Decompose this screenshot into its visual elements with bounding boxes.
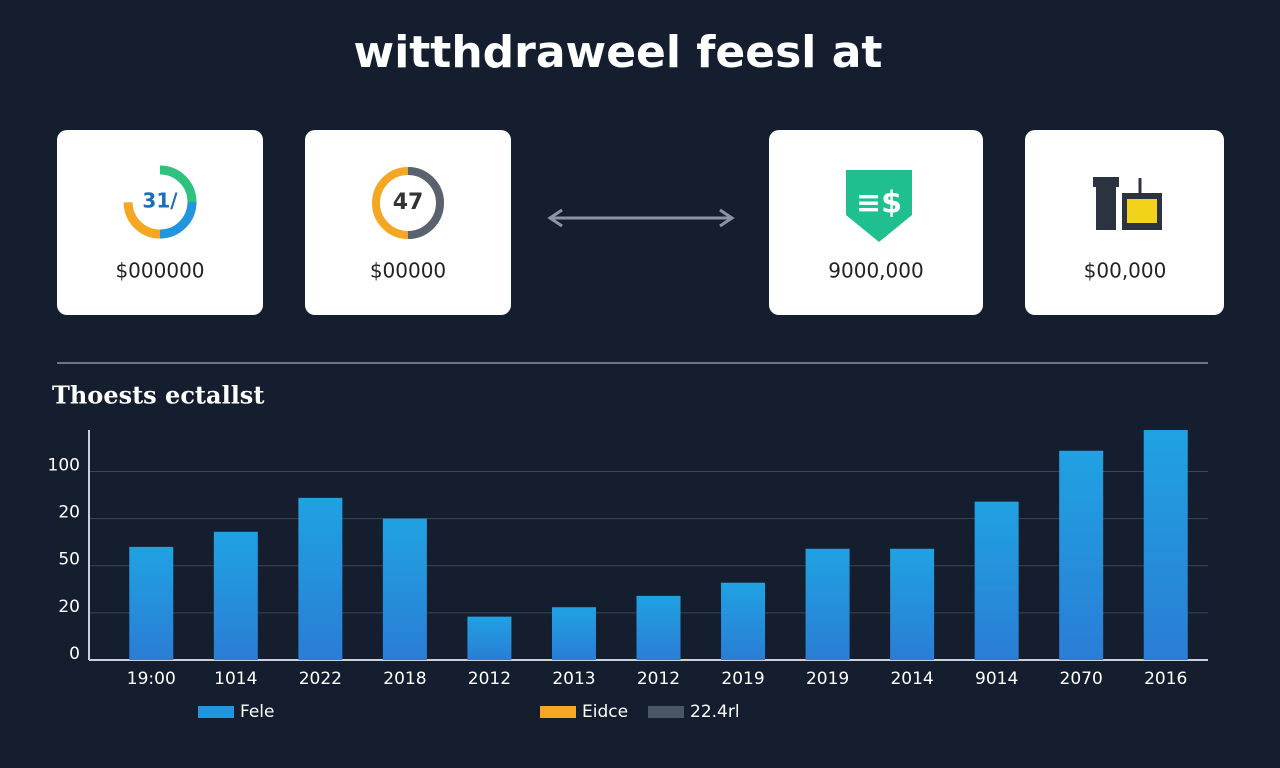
arrow-head <box>547 208 735 228</box>
icon-tower <box>1096 185 1116 230</box>
x-tick-label: 1014 <box>214 669 257 689</box>
legend-label: 22.4rl <box>690 702 740 722</box>
bar <box>129 546 174 660</box>
x-tick-label: 2022 <box>299 669 342 689</box>
page-title: witthdraweel feesl at <box>354 27 883 78</box>
bar <box>974 501 1019 660</box>
card-value: $00,000 <box>1084 259 1167 283</box>
x-tick-label: 2070 <box>1060 669 1103 689</box>
bar <box>721 582 766 660</box>
x-tick-label: 2018 <box>383 669 426 689</box>
x-tick-label: 2012 <box>637 669 680 689</box>
card-value: $000000 <box>115 259 204 283</box>
bar <box>298 497 343 660</box>
card-value: 9000,000 <box>828 259 923 283</box>
card: 31/ $000000 <box>57 130 263 315</box>
section-title: Thoests ectallst <box>52 381 264 410</box>
legend-label: Eidce <box>582 702 628 722</box>
icon-symbol: ≡$ <box>856 186 902 221</box>
y-tick-label: 20 <box>58 597 80 617</box>
bar <box>1143 430 1188 660</box>
bar <box>213 531 258 660</box>
card-value: $00000 <box>370 259 446 283</box>
x-tick-label: 2013 <box>552 669 595 689</box>
card-bg <box>57 130 263 315</box>
card: 47 $00000 <box>305 130 511 315</box>
icon-tower <box>1093 177 1119 187</box>
icon-text: 47 <box>393 190 424 215</box>
legend-swatch <box>540 706 576 718</box>
x-tick-label: 2019 <box>806 669 849 689</box>
bar <box>467 616 512 660</box>
icon-ring <box>407 167 444 239</box>
legend-label: Fele <box>240 702 275 722</box>
arrow <box>547 208 735 228</box>
x-tick-label: 2014 <box>890 669 933 689</box>
icon-ring <box>159 165 197 203</box>
legend-swatch <box>198 706 234 718</box>
legend-swatch <box>648 706 684 718</box>
bar <box>1059 450 1104 660</box>
y-tick-label: 50 <box>58 550 80 570</box>
card-bg <box>305 130 511 315</box>
icon-text: 31/ <box>142 189 178 213</box>
x-tick-label: 19:00 <box>127 669 176 689</box>
x-tick-label: 2012 <box>468 669 511 689</box>
bar <box>805 548 850 660</box>
y-tick-label: 0 <box>69 644 80 664</box>
bar <box>382 518 427 660</box>
bar <box>551 607 596 660</box>
card: ≡$ 9000,000 <box>769 130 983 315</box>
card: $00,000 <box>1025 130 1224 315</box>
y-tick-label: 100 <box>48 455 80 475</box>
x-tick-label: 2019 <box>721 669 764 689</box>
bar <box>636 595 681 660</box>
bar <box>890 548 935 660</box>
x-tick-label: 2016 <box>1144 669 1187 689</box>
x-tick-label: 9014 <box>975 669 1018 689</box>
y-tick-label: 20 <box>58 503 80 523</box>
icon-shield <box>846 170 912 242</box>
icon-ring <box>159 201 197 239</box>
icon-windows <box>1127 199 1157 223</box>
